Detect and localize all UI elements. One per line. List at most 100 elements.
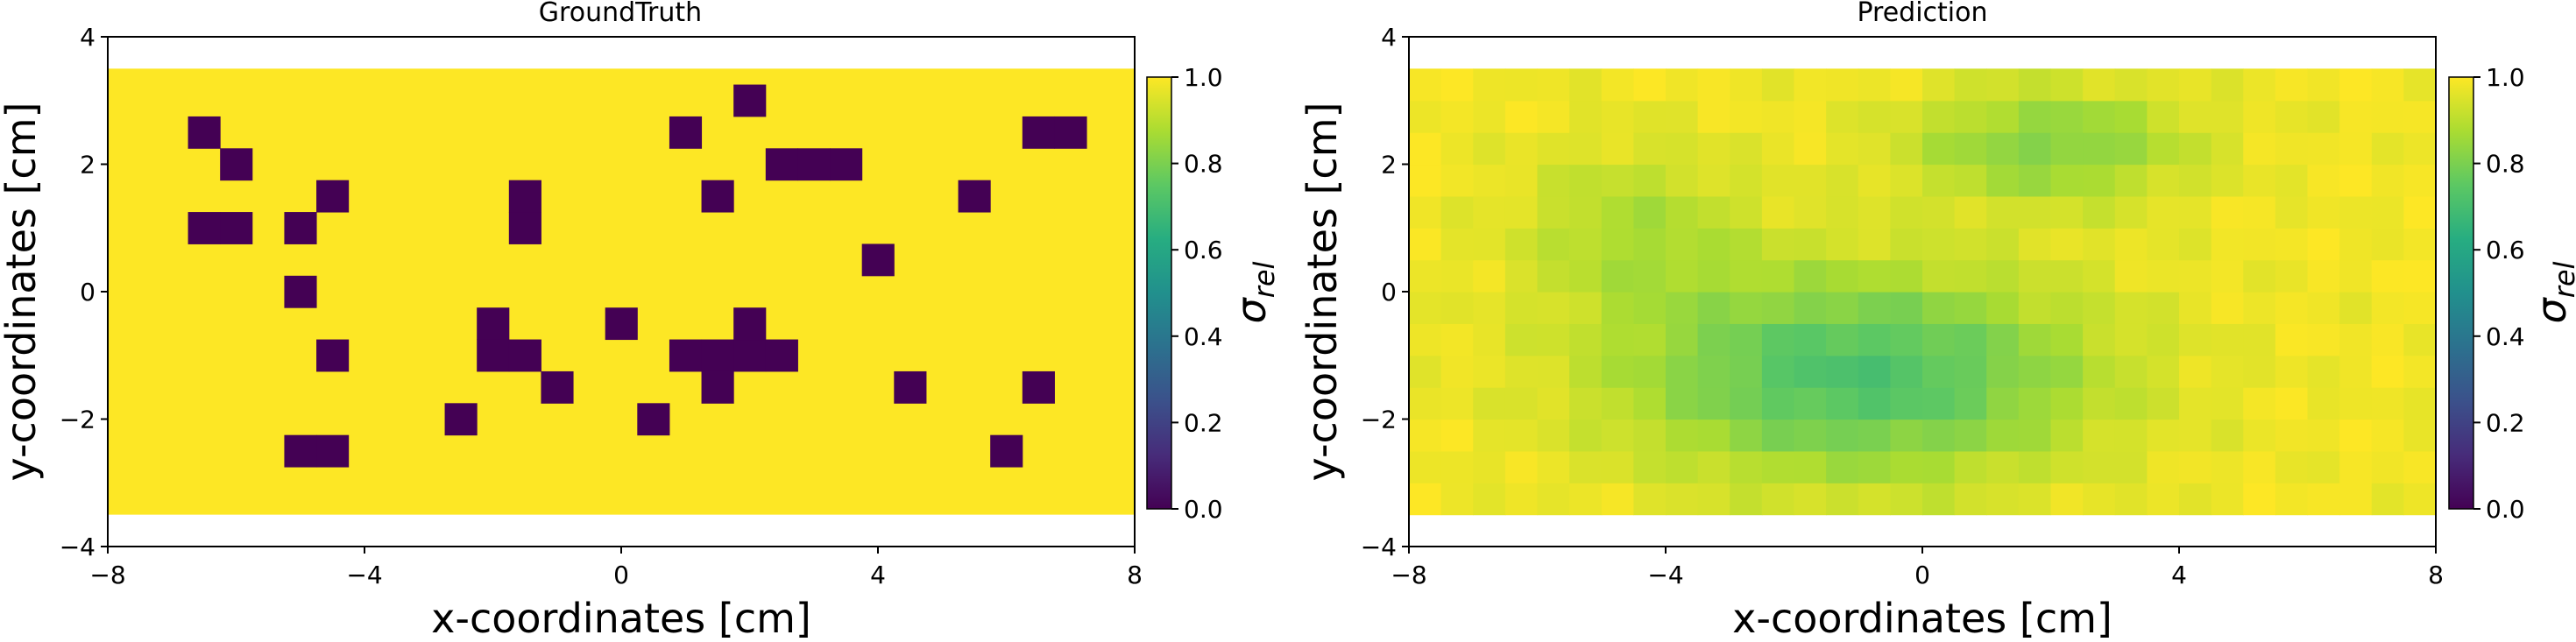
heatmap-cell <box>2339 355 2373 388</box>
heatmap-cell <box>1986 228 2020 261</box>
heatmap-cell <box>2147 419 2180 452</box>
heatmap-cell <box>1504 355 1539 388</box>
heatmap-cell <box>2114 228 2148 261</box>
heatmap-cell <box>2339 68 2373 102</box>
heatmap-cell <box>2371 292 2404 324</box>
prediction-y-ticks: −4 −2 0 2 4 <box>1361 23 1409 561</box>
heatmap-cell <box>2403 100 2437 133</box>
heatmap-cell <box>2307 292 2340 324</box>
heatmap-cell <box>2275 228 2309 261</box>
heatmap-cell <box>2339 483 2373 516</box>
heatmap-cell <box>2018 100 2052 133</box>
heatmap-cell <box>1504 292 1539 324</box>
heatmap-cell <box>1858 100 1891 133</box>
heatmap-cell <box>1922 483 1956 516</box>
groundtruth-heatmap-cells <box>108 68 1135 515</box>
heatmap-cell <box>1761 68 1795 102</box>
heatmap-cell <box>2211 195 2244 229</box>
heatmap-cell <box>2307 68 2340 102</box>
heatmap-cell <box>1666 132 1699 166</box>
heatmap-cell <box>284 212 317 244</box>
heatmap-cell <box>2147 387 2180 420</box>
heatmap-cell <box>1922 68 1956 102</box>
heatmap-cell <box>1761 164 1795 197</box>
x-tick-label: 8 <box>2428 561 2444 589</box>
heatmap-cell <box>1890 355 1923 388</box>
heatmap-cell <box>2403 323 2437 356</box>
heatmap-cell <box>2403 259 2437 293</box>
heatmap-cell <box>1954 100 1987 133</box>
heatmap-cell <box>733 339 767 372</box>
heatmap-cell <box>477 307 510 341</box>
heatmap-cell <box>1954 259 1987 293</box>
heatmap-cell <box>2371 164 2404 197</box>
x-tick-label: −8 <box>89 561 125 589</box>
heatmap-cell <box>1537 292 1570 324</box>
heatmap-cell <box>1954 323 1987 356</box>
heatmap-cell <box>2147 100 2180 133</box>
heatmap-cell <box>1826 323 1859 356</box>
prediction-title: Prediction <box>1857 0 1987 28</box>
prediction-x-ticks: −8 −4 0 4 8 <box>1391 547 2444 589</box>
heatmap-cell <box>316 339 350 372</box>
heatmap-cell <box>1826 195 1859 229</box>
heatmap-cell <box>188 116 221 149</box>
heatmap-cell <box>2339 292 2373 324</box>
x-tick-label: −4 <box>1647 561 1683 589</box>
heatmap-cell <box>2371 450 2404 483</box>
heatmap-cell <box>1858 323 1891 356</box>
heatmap-cell <box>2018 68 2052 102</box>
heatmap-cell <box>1858 483 1891 516</box>
heatmap-cell <box>2050 195 2084 229</box>
colorbar-tick-label: 0.8 <box>2486 150 2525 179</box>
heatmap-cell <box>1858 450 1891 483</box>
heatmap-cell <box>1761 292 1795 324</box>
heatmap-cell <box>1601 323 1634 356</box>
heatmap-cell <box>1794 164 1827 197</box>
heatmap-cell <box>1761 355 1795 388</box>
heatmap-cell <box>1537 419 1570 452</box>
heatmap-cell <box>733 84 767 117</box>
heatmap-cell <box>2403 483 2437 516</box>
heatmap-cell <box>1601 132 1634 166</box>
heatmap-cell <box>1826 450 1859 483</box>
heatmap-cell <box>1666 323 1699 356</box>
heatmap-cell <box>1761 387 1795 420</box>
heatmap-cell <box>2243 323 2276 356</box>
heatmap-cell <box>1569 292 1603 324</box>
heatmap-cell <box>2018 195 2052 229</box>
colorbar-tick-label: 1.0 <box>1184 63 1223 92</box>
heatmap-cell <box>1473 323 1506 356</box>
y-tick-label: 0 <box>1381 278 1397 307</box>
heatmap-cell <box>1601 228 1634 261</box>
y-tick-label: 2 <box>1381 151 1397 180</box>
heatmap-cell <box>2018 450 2052 483</box>
heatmap-cell <box>1761 100 1795 133</box>
heatmap-cell <box>2179 259 2212 293</box>
heatmap-cell <box>1794 323 1827 356</box>
heatmap-cell <box>669 116 703 149</box>
heatmap-cell <box>2275 164 2309 197</box>
heatmap-cell <box>1986 483 2020 516</box>
heatmap-cell <box>1504 100 1539 133</box>
heatmap-cell <box>1986 68 2020 102</box>
heatmap-cell <box>2275 323 2309 356</box>
heatmap-cell <box>2371 419 2404 452</box>
heatmap-cell <box>2243 483 2276 516</box>
heatmap-cell <box>1730 483 1763 516</box>
heatmap-cell <box>2243 450 2276 483</box>
heatmap-cell <box>2211 387 2244 420</box>
heatmap-cell <box>701 370 734 404</box>
heatmap-cell <box>1858 195 1891 229</box>
heatmap-cell <box>508 212 541 244</box>
heatmap-cell <box>1826 292 1859 324</box>
heatmap-cell <box>1633 387 1667 420</box>
heatmap-cell <box>2307 323 2340 356</box>
heatmap-cell <box>1473 132 1506 166</box>
heatmap-cell <box>284 434 317 468</box>
heatmap-cell <box>2147 259 2180 293</box>
heatmap-cell <box>1633 419 1667 452</box>
colorbar-tick-label: 0.4 <box>2486 322 2525 351</box>
heatmap-cell <box>1504 68 1539 102</box>
